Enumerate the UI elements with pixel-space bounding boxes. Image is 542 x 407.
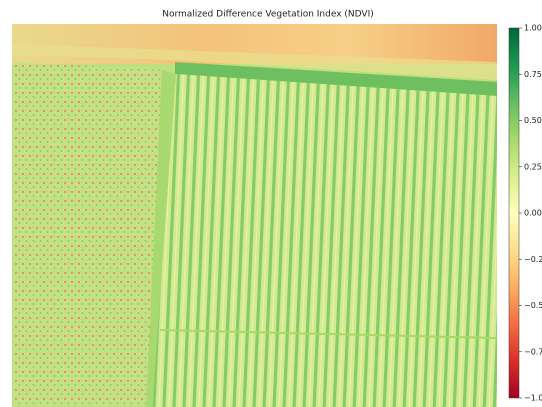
colorbar-tick-label: −0.50 <box>524 301 542 310</box>
colorbar <box>509 28 519 398</box>
chart-title: Normalized Difference Vegetation Index (… <box>162 10 374 20</box>
colorbar-tick-label: −0.25 <box>524 255 542 264</box>
ndvi-image <box>12 24 497 407</box>
colorbar-tick-label: −0.75 <box>524 347 542 356</box>
right-field <box>152 74 497 407</box>
left-field <box>14 62 162 407</box>
colorbar-tick-label: 0.50 <box>524 116 542 125</box>
chart: Normalized Difference Vegetation Index (… <box>0 0 542 407</box>
colorbar-tick-label: 0.00 <box>524 209 542 218</box>
colorbar-tick-label: −1.00 <box>524 394 542 403</box>
colorbar-tick-label: 1.00 <box>524 24 542 33</box>
colorbar-tick-label: 0.25 <box>524 162 542 171</box>
page: Normalized Difference Vegetation Index (… <box>0 0 542 407</box>
colorbar-tick-label: 0.75 <box>524 70 542 79</box>
